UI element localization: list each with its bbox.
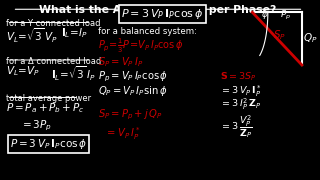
- Text: $\mathbf{I}_L\!=\!I_P$: $\mathbf{I}_L\!=\!I_P$: [60, 27, 88, 40]
- Text: $= V_P\,I_P^*$: $= V_P\,I_P^*$: [105, 125, 141, 142]
- Text: $= 3P_p$: $= 3P_p$: [20, 119, 52, 133]
- Text: $\mathbf{S} = 3S_P$: $\mathbf{S} = 3S_P$: [220, 70, 256, 83]
- Text: $P = 3\,V_P\,\mathbf{I}_P\cos\phi$: $P = 3\,V_P\,\mathbf{I}_P\cos\phi$: [121, 7, 204, 21]
- Text: $= 3\,V_P\,\mathbf{I}_P^*$: $= 3\,V_P\,\mathbf{I}_P^*$: [220, 84, 261, 99]
- Text: $P = P_a + P_b + P_c$: $P = P_a + P_b + P_c$: [6, 102, 85, 115]
- Text: $V_L\!=\!V_P$: $V_L\!=\!V_P$: [6, 64, 41, 78]
- Text: What is the Average Power per Phase?: What is the Average Power per Phase?: [39, 5, 277, 15]
- Text: for a balanced system:: for a balanced system:: [98, 27, 197, 36]
- Text: $S_P$: $S_P$: [273, 28, 286, 42]
- Text: $Q_P = V_P\,I_P\sin\phi$: $Q_P = V_P\,I_P\sin\phi$: [98, 84, 167, 98]
- Text: $S_P = P_p + j\,Q_P$: $S_P = P_p + j\,Q_P$: [98, 108, 162, 122]
- Text: $P_p\!=\!\frac{1}{3}P\!=\!V_P\,I_P\cos\phi$: $P_p\!=\!\frac{1}{3}P\!=\!V_P\,I_P\cos\p…: [98, 36, 183, 55]
- Text: $\phi$: $\phi$: [261, 8, 268, 21]
- Text: $Q_P$: $Q_P$: [303, 32, 317, 46]
- Text: for a Y connected load: for a Y connected load: [6, 19, 101, 28]
- Text: $= 3\,I_P^2\,\mathbf{Z}_P$: $= 3\,I_P^2\,\mathbf{Z}_P$: [220, 97, 261, 112]
- Text: for a Δ connected load: for a Δ connected load: [6, 57, 101, 66]
- Text: $P_p = V_P\,I_P\cos\phi$: $P_p = V_P\,I_P\cos\phi$: [98, 69, 168, 84]
- Text: $P_p$: $P_p$: [280, 8, 292, 22]
- Text: $V_L\!=\!\sqrt{3}\,V_P$: $V_L\!=\!\sqrt{3}\,V_P$: [6, 27, 58, 45]
- Text: $= 3\,\dfrac{V_P^2}{\mathbf{Z}_P}$: $= 3\,\dfrac{V_P^2}{\mathbf{Z}_P}$: [220, 113, 253, 140]
- Text: $S_P = V_P\,I_P$: $S_P = V_P\,I_P$: [98, 55, 143, 69]
- Text: total average power: total average power: [6, 94, 92, 103]
- Text: $\mathbf{I}_L\!=\!\sqrt{3}\,I_P$: $\mathbf{I}_L\!=\!\sqrt{3}\,I_P$: [51, 64, 96, 82]
- Text: $P = 3\,V_P\,\mathbf{I}_P\cos\phi$: $P = 3\,V_P\,\mathbf{I}_P\cos\phi$: [10, 137, 87, 151]
